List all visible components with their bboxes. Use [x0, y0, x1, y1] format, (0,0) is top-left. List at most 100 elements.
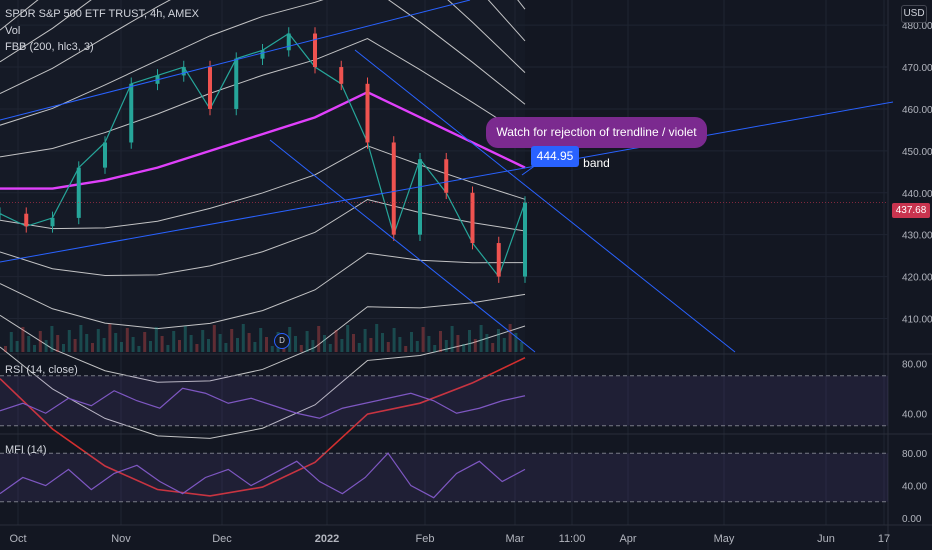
fbb-band-4 [0, 198, 526, 276]
candle-body-17 [444, 159, 449, 193]
volume-bar-64 [375, 324, 379, 352]
fbb-band-9 [0, 0, 526, 94]
volume-bar-86 [502, 338, 506, 352]
volume-bar-63 [369, 338, 373, 352]
candle-body-0 [0, 213, 2, 215]
candle-body-10 [260, 50, 265, 59]
volume-bar-14 [85, 334, 89, 352]
dividend-marker[interactable]: D [274, 333, 290, 349]
candle-body-8 [208, 67, 212, 109]
price-label[interactable]: 444.95 [531, 146, 579, 167]
trendline-lower [0, 101, 894, 263]
volume-bar-58 [340, 339, 344, 352]
volume-bar-62 [363, 329, 367, 352]
volume-bar-4 [27, 336, 31, 352]
volume-bar-70 [410, 332, 413, 352]
trendline-upper [0, 0, 471, 121]
x-tick-7: Apr [619, 533, 636, 545]
volume-bar-42 [247, 333, 251, 352]
x-tick-2: Dec [212, 533, 232, 545]
volume-bar-82 [479, 325, 483, 352]
volume-bar-5 [33, 345, 36, 352]
volume-bar-54 [317, 326, 321, 352]
currency-badge[interactable]: USD [901, 5, 927, 23]
candle-body-7 [181, 67, 186, 76]
volume-bar-44 [259, 328, 263, 352]
volume-bar-41 [241, 324, 245, 352]
volume-bar-39 [230, 329, 234, 352]
volume-bar-17 [102, 338, 106, 352]
volume-bar-74 [433, 345, 437, 352]
mfi-band-fill [0, 453, 888, 502]
candle-body-4 [103, 142, 107, 168]
volume-bar-43 [253, 342, 257, 352]
rsi-y-tick-1: 40.00 [902, 409, 927, 420]
volume-bar-87 [508, 324, 512, 352]
fbb-band-10 [0, 0, 526, 63]
fbb-band-5 [0, 145, 526, 230]
volume-bar-0 [4, 346, 7, 352]
volume-bar-85 [497, 329, 500, 352]
volume-bar-57 [334, 330, 338, 352]
fbb-label: FBB (200, hlc3, 3) [5, 41, 94, 53]
volume-bar-9 [56, 335, 60, 352]
candle-body-16 [418, 159, 422, 235]
volume-bar-45 [265, 337, 268, 352]
volume-bar-26 [154, 327, 158, 352]
mfi-y-tick-0: 80.00 [902, 449, 927, 460]
fbb-band-1 [0, 325, 526, 439]
y-tick-price-3: 450.00 [902, 147, 932, 158]
x-tick-6: 11:00 [559, 533, 586, 545]
x-tick-9: Jun [817, 533, 835, 545]
rsi-y-tick-0: 80.00 [902, 359, 927, 370]
volume-bar-59 [346, 325, 350, 352]
volume-bar-78 [456, 335, 460, 352]
mfi-title: MFI (14) [5, 444, 47, 456]
x-tick-4: Feb [416, 533, 435, 545]
candle-body-1 [24, 213, 29, 227]
volume-bar-6 [38, 331, 42, 352]
y-tick-price-7: 410.00 [902, 314, 932, 325]
volume-bar-28 [166, 345, 170, 352]
fbb-band-7 [0, 37, 526, 158]
volume-bar-13 [79, 325, 83, 352]
fbb-band-3 [0, 252, 526, 330]
rsi-band-fill [0, 375, 888, 426]
volume-bar-66 [386, 342, 390, 352]
volume-bar-55 [323, 335, 326, 352]
candle-body-13 [339, 67, 344, 84]
volume-bar-1 [9, 332, 13, 352]
volume-bar-71 [415, 341, 419, 352]
rsi-line [0, 387, 526, 419]
volume-bar-3 [21, 327, 25, 352]
candle-body-14 [365, 83, 370, 143]
volume-bar-10 [62, 344, 65, 352]
volume-bar-72 [421, 327, 425, 352]
volume-bar-25 [149, 341, 152, 352]
volume-bar-34 [201, 330, 205, 352]
volume-bar-75 [439, 331, 442, 352]
volume-bar-88 [514, 333, 518, 352]
volume-bar-24 [143, 332, 147, 352]
fbb-band-2 [0, 293, 526, 383]
mfi-y-tick-2: 0.00 [902, 514, 922, 525]
volume-bar-7 [44, 340, 48, 352]
x-tick-1: Nov [111, 533, 131, 545]
fbb-band-8 [0, 0, 526, 126]
candle-body-3 [76, 167, 81, 218]
volume-bar-30 [178, 340, 181, 352]
callout-annotation[interactable]: Watch for rejection of trendline / viole… [486, 117, 707, 170]
volume-bar-31 [183, 326, 187, 352]
volume-bar-68 [398, 337, 402, 352]
volume-bar-33 [195, 344, 199, 352]
volume-bar-37 [218, 334, 222, 352]
volume-bar-79 [462, 344, 466, 352]
volume-label: Vol [5, 25, 21, 37]
candle-body-5 [129, 83, 134, 143]
volume-bar-40 [236, 338, 239, 352]
volume-bar-15 [91, 343, 94, 352]
volume-bar-35 [207, 339, 210, 352]
mfi-y-tick-1: 40.00 [902, 482, 927, 493]
volume-bar-83 [485, 334, 489, 352]
